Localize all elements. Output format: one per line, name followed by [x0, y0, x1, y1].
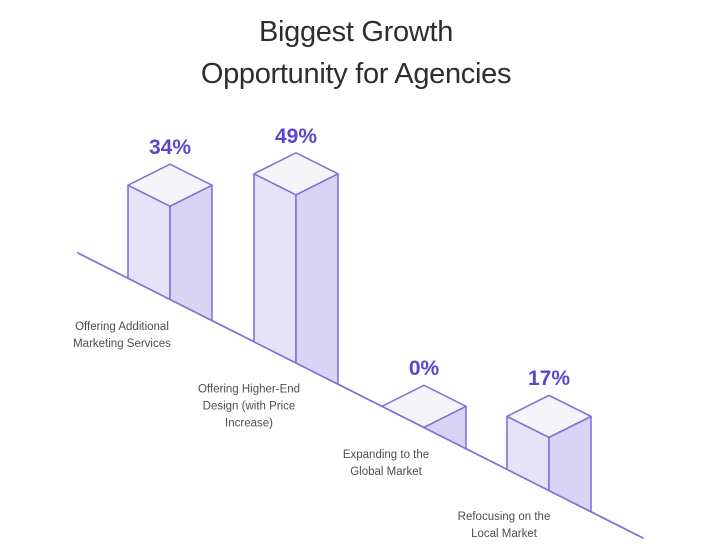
bar-3 — [381, 384, 467, 450]
bar-2-left-face — [253, 172, 297, 364]
bar-1 — [127, 163, 213, 322]
bar-4-top-face — [506, 394, 592, 439]
chart-title-line1: Biggest Growth — [258, 16, 454, 48]
bar-1-right-face — [169, 184, 213, 322]
bar-4 — [506, 394, 592, 513]
bar-2-top-face — [253, 151, 339, 196]
bar-1-top-face — [127, 163, 213, 208]
chart-title: Biggest Growth Opportunity for Agencies — [0, 11, 712, 95]
chart-title-line2: Opportunity for Agencies — [200, 58, 512, 90]
bar-2 — [253, 151, 339, 385]
bar-3-top-face — [381, 384, 467, 429]
bar-2-right-face — [295, 172, 339, 385]
